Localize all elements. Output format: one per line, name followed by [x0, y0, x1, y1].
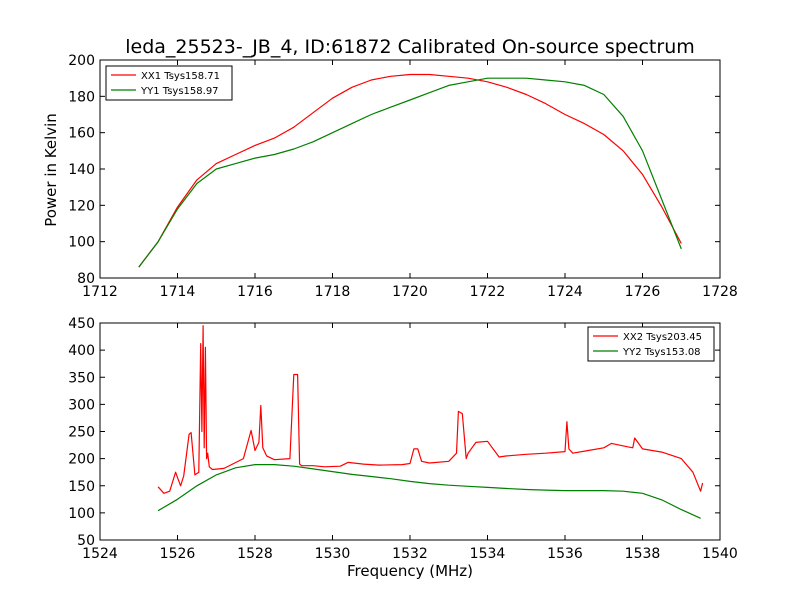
x-tick-label: 1524 — [82, 546, 118, 562]
y-tick-label: 100 — [68, 235, 95, 251]
x-tick-label: 1528 — [237, 546, 273, 562]
y-tick-label: 200 — [68, 452, 95, 468]
legend-box — [105, 65, 233, 101]
x-tick-label: 1718 — [315, 284, 351, 300]
y-tick-label: 160 — [68, 126, 95, 142]
y-tick-label: 200 — [68, 53, 95, 69]
x-tick-label: 1714 — [160, 284, 196, 300]
x-tick-label: 1536 — [547, 546, 583, 562]
y-tick-label: 250 — [68, 425, 95, 441]
series-line-0-0 — [138, 73, 682, 268]
series-line-1-1 — [157, 464, 701, 519]
top-panel: 1712 1714 1716 1718 1720 1722 1724 1726 1728 80 10… — [68, 53, 738, 300]
x-tick-label: 1712 — [82, 284, 118, 300]
y-tick-label: 300 — [68, 397, 95, 413]
y-tick-label: 400 — [68, 343, 95, 359]
y-tick-label: 120 — [68, 198, 95, 214]
x-tick-label: 1722 — [470, 284, 506, 300]
y-tick-label: 140 — [68, 162, 95, 178]
bottom-panel: 1524 1526 1528 1530 1532 1534 1536 1538 1540 50 10… — [68, 316, 738, 562]
x-tick-label: 1720 — [392, 284, 428, 300]
y-tick-label: 350 — [68, 370, 95, 386]
x-tick-label: 1724 — [547, 284, 583, 300]
x-tick-label: 1538 — [625, 546, 661, 562]
x-tick-label: 1716 — [237, 284, 273, 300]
x-tick-label: 1726 — [625, 284, 661, 300]
series-line-1-0 — [157, 325, 704, 494]
legend-box — [587, 326, 715, 362]
legend-label: YY1 Tsys158.97 — [140, 86, 219, 97]
x-tick-label: 1526 — [160, 546, 196, 562]
y-axis-label: Power in Kelvin — [42, 113, 60, 227]
legend-label: XX1 Tsys158.71 — [141, 71, 220, 82]
y-tick-label: 150 — [68, 479, 95, 495]
series-line-0-1 — [138, 77, 682, 268]
x-tick-label: 1530 — [315, 546, 351, 562]
x-tick-label: 1534 — [470, 546, 506, 562]
y-tick-label: 100 — [68, 506, 95, 522]
x-axis-label: Frequency (MHz) — [347, 562, 473, 580]
y-tick-label: 180 — [68, 89, 95, 105]
x-tick-label: 1540 — [702, 546, 738, 562]
y-tick-label: 80 — [77, 271, 95, 287]
y-tick-label: 450 — [68, 316, 95, 332]
legend-label: YY2 Tsys153.08 — [622, 347, 701, 358]
x-tick-label: 1532 — [392, 546, 428, 562]
chart-title: leda_25523-_JB_4, ID:61872 Calibrated On… — [125, 36, 695, 58]
y-tick-label: 50 — [77, 533, 95, 549]
legend-label: XX2 Tsys203.45 — [623, 332, 702, 343]
x-tick-label: 1728 — [702, 284, 738, 300]
